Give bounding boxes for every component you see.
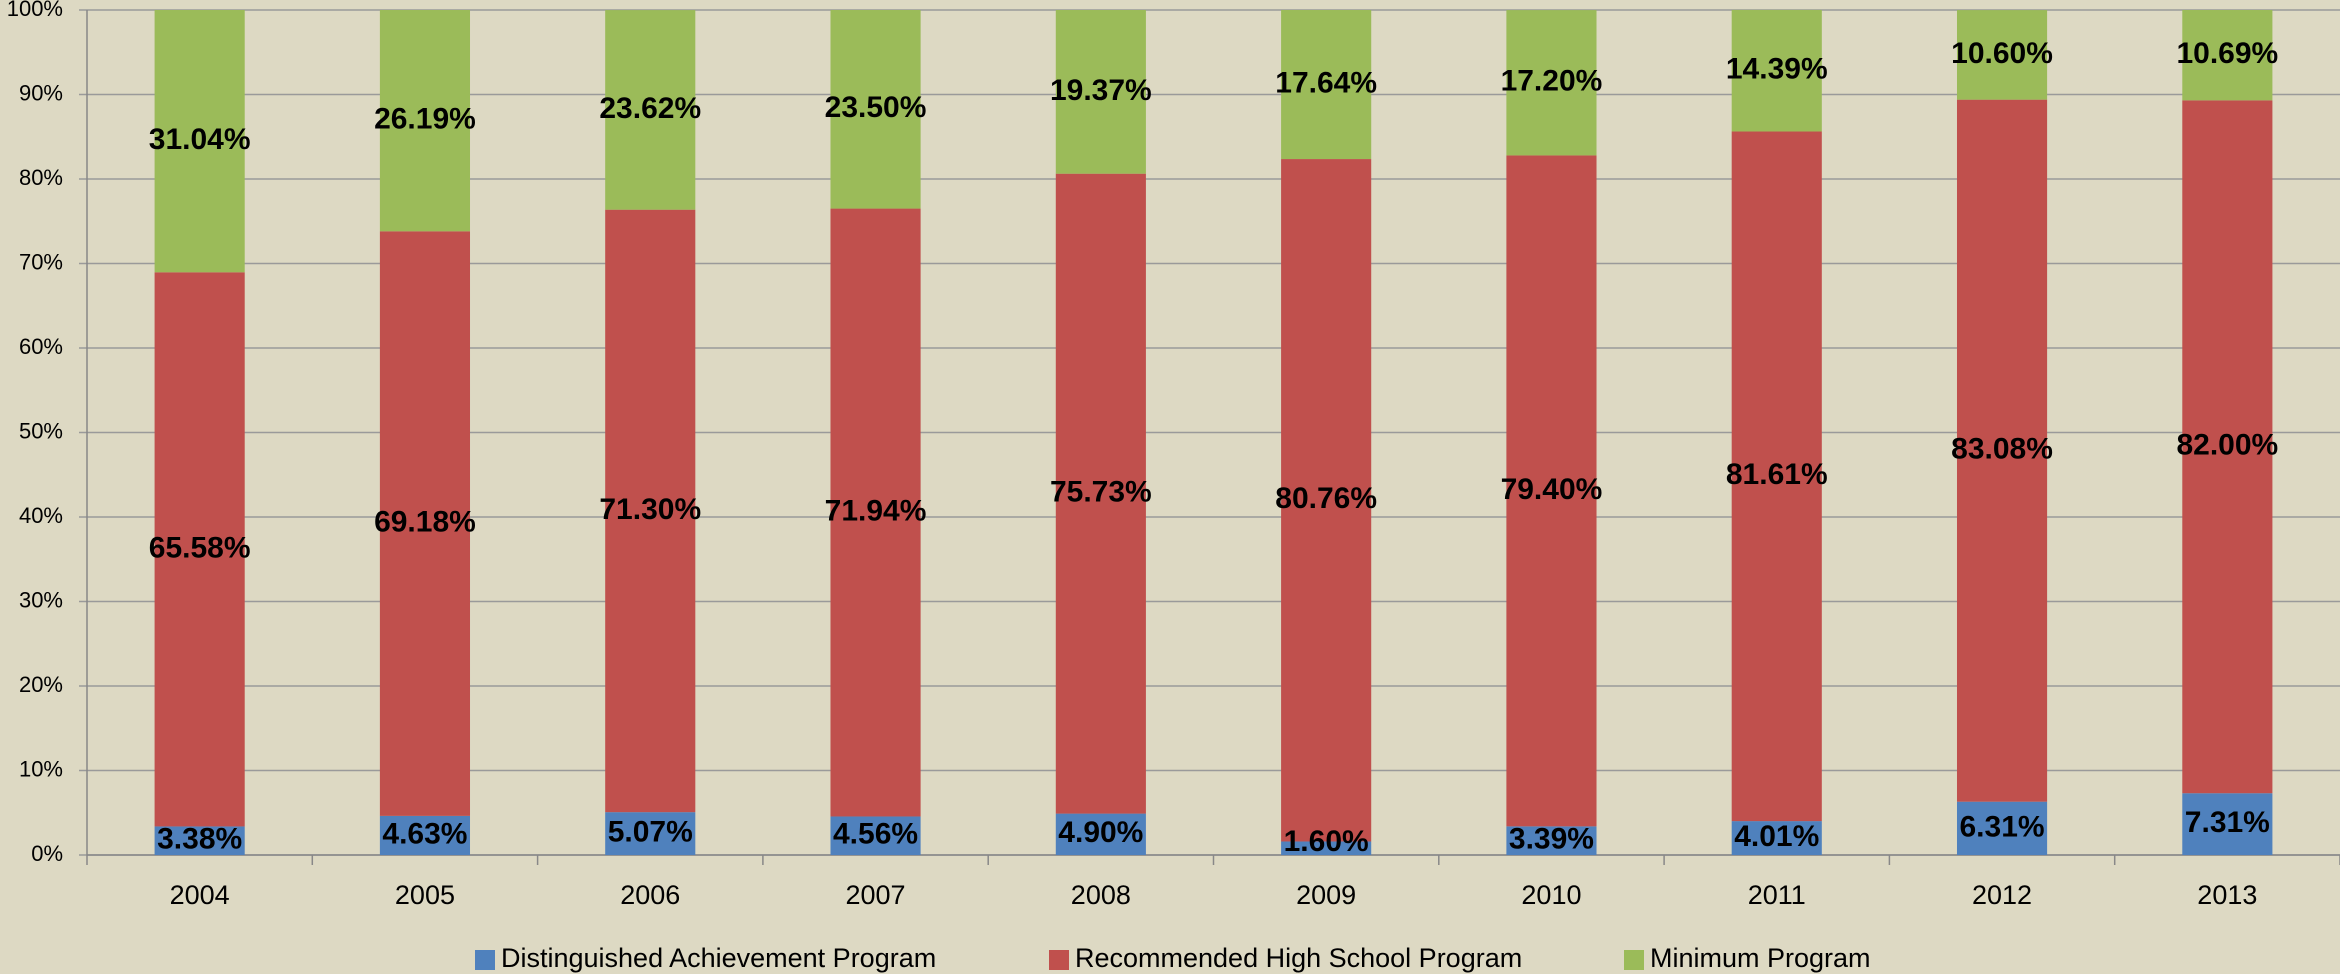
bar-segment [1956,801,2048,855]
data-label: 10.60% [1951,37,2053,70]
bar-segment [1281,159,1372,842]
data-label: 4.56% [833,818,918,851]
bar-segment [1506,10,1597,156]
bar-segment [1055,10,1146,174]
y-tick-label: 30% [19,587,63,612]
bar-segment [605,812,696,855]
bar-segment [1281,841,1372,855]
data-label: 81.61% [1726,458,1828,491]
y-tick-label: 0% [31,841,63,866]
data-label: 3.38% [157,823,242,856]
x-tick-label: 2012 [1972,880,2032,910]
x-tick-label: 2006 [620,880,680,910]
bar-segment [154,826,245,855]
data-label: 80.76% [1275,482,1377,515]
bar-segment [1731,9,1822,132]
bar-segment [2182,100,2273,794]
data-label: 14.39% [1726,53,1828,86]
bar-segment [1281,10,1372,160]
bar-segment [605,10,696,210]
data-label: 79.40% [1501,473,1603,506]
data-label: 7.31% [2185,806,2270,839]
legend-label: Recommended High School Program [1075,943,1522,973]
bar-segment [379,815,471,855]
data-label: 17.64% [1275,66,1377,99]
x-tick-label: 2008 [1071,880,1131,910]
data-label: 10.69% [2176,37,2278,70]
bar-segment [154,272,245,827]
y-tick-label: 60% [19,334,63,359]
data-label: 83.08% [1951,433,2053,466]
data-label: 1.60% [1284,825,1369,858]
data-label: 82.00% [2176,429,2278,462]
y-tick-label: 50% [19,418,63,443]
data-label: 71.30% [599,493,701,526]
data-label: 4.63% [382,817,467,850]
x-tick-label: 2005 [395,880,455,910]
bar-segment [830,208,921,817]
bar-segment [1956,10,2048,100]
y-tick-label: 70% [19,249,63,274]
data-label: 17.20% [1501,65,1603,98]
x-tick-label: 2009 [1296,880,1356,910]
bar-segment [830,816,921,855]
data-label: 75.73% [1050,476,1152,509]
x-tick-label: 2013 [2197,880,2257,910]
bar-segment [379,231,471,816]
bar-segment [154,10,245,273]
x-tick-label: 2007 [846,880,906,910]
legend-label: Minimum Program [1650,943,1871,973]
legend-label: Distinguished Achievement Program [501,943,936,973]
legend-swatch [1049,950,1069,970]
bar-segment [379,10,471,232]
data-label: 4.90% [1058,816,1143,849]
x-tick-label: 2010 [1521,880,1581,910]
bar-segment [1055,813,1146,855]
bar-segment [1055,173,1146,814]
data-label: 65.58% [149,531,251,564]
data-label: 69.18% [374,506,476,539]
data-label: 5.07% [608,816,693,849]
data-label: 6.31% [1960,810,2045,843]
bar-segment [830,10,921,209]
x-tick-label: 2004 [170,880,230,910]
data-label: 31.04% [149,123,251,156]
data-label: 71.94% [825,494,927,527]
bar-segment [1731,821,1822,855]
bar-segment [605,209,696,813]
y-tick-label: 90% [19,80,63,105]
data-label: 3.39% [1509,823,1594,856]
data-label: 23.62% [599,92,701,125]
y-tick-label: 100% [7,0,63,21]
data-label: 19.37% [1050,74,1152,107]
y-tick-label: 80% [19,165,63,190]
bar-segment [2182,10,2273,101]
bar-segment [1956,99,2048,802]
y-tick-label: 10% [19,756,63,781]
bar-segment [1731,131,1822,822]
bar-segment [2182,793,2273,855]
y-tick-label: 40% [19,503,63,528]
data-label: 23.50% [825,91,927,124]
data-label: 4.01% [1734,820,1819,853]
legend-swatch [1624,950,1644,970]
y-tick-label: 20% [19,672,63,697]
legend-swatch [475,950,495,970]
x-tick-label: 2011 [1748,880,1806,910]
bar-segment [1506,826,1597,855]
bar-segment [1506,155,1597,827]
data-label: 26.19% [374,103,476,136]
